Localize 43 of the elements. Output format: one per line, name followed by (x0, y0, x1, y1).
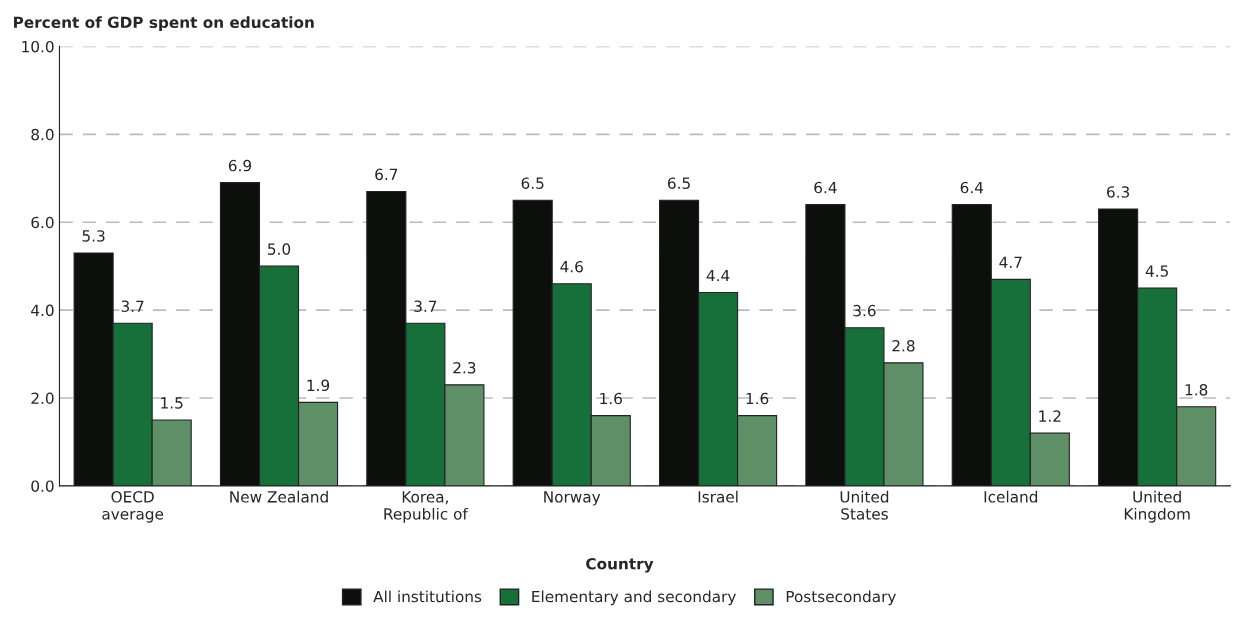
legend-label: All institutions (373, 590, 482, 603)
y-tick-label: 2.0 (31, 392, 54, 405)
y-tick-label: 0.0 (31, 480, 54, 492)
x-tick-label: Korea, Republic of (384, 491, 469, 523)
x-tick-label: OECD average (102, 491, 164, 523)
data-label: 2.3 (453, 361, 476, 374)
data-label: 6.4 (814, 181, 837, 194)
x-tick-label: New Zealand (230, 490, 328, 503)
data-label: 6.4 (960, 181, 984, 194)
y-tick-label: 4.0 (31, 304, 54, 317)
y-axis-title: Percent of GDP spent on education (14, 16, 314, 32)
data-label: 2.8 (892, 340, 915, 352)
data-label: 1.5 (161, 397, 183, 409)
x-tick-label: Israel (698, 490, 738, 503)
data-label: 5.3 (82, 230, 105, 242)
data-label: 6.7 (375, 168, 398, 181)
x-tick-label: Norway (544, 491, 601, 506)
y-tick-label: 8.0 (31, 128, 54, 141)
data-label: 5.0 (268, 243, 291, 255)
data-label: 4.4 (706, 269, 730, 282)
y-tick-label: 6.0 (31, 216, 54, 229)
x-axis-title: Country (586, 557, 654, 573)
legend-label: Postsecondary (786, 590, 896, 606)
data-label: 3.7 (121, 300, 144, 313)
data-label: 6.3 (1107, 186, 1130, 198)
data-label: 6.9 (228, 159, 252, 172)
data-label: 1.2 (1039, 410, 1061, 422)
data-label: 4.7 (999, 256, 1022, 268)
data-label: 3.6 (853, 304, 876, 317)
x-tick-label: United States (840, 490, 889, 520)
data-label: 1.8 (1185, 383, 1208, 396)
x-tick-label: Iceland (984, 490, 1038, 503)
data-label: 4.5 (1145, 265, 1168, 277)
data-label: 6.5 (667, 177, 690, 189)
data-label: 6.5 (521, 177, 544, 189)
x-tick-label: United Kingdom (1124, 490, 1190, 523)
data-label: 1.9 (307, 379, 330, 392)
data-label: 1.6 (600, 392, 622, 405)
y-tick-label: 10.0 (22, 40, 54, 53)
data-label: 3.7 (414, 300, 437, 313)
data-label: 1.6 (746, 392, 769, 405)
data-label: 4.6 (560, 260, 583, 273)
legend-label: Elementary and secondary (532, 590, 736, 606)
